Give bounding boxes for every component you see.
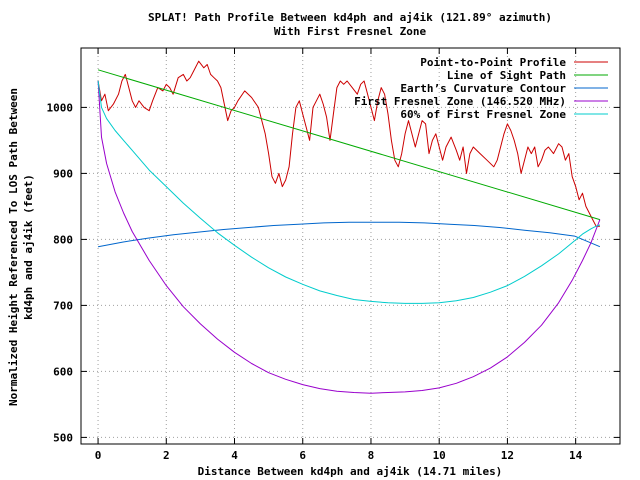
legend-label: Line of Sight Path xyxy=(447,69,566,82)
y-tick-label: 700 xyxy=(53,299,73,312)
legend-label: Earth’s Curvature Contour xyxy=(400,82,566,95)
y-axis-label-line2: kd4ph and aj4ik (feet) xyxy=(22,174,35,320)
x-tick-label: 14 xyxy=(569,449,583,462)
series-line-earth-s-curvature-contour xyxy=(98,221,601,248)
plot-border xyxy=(80,47,621,445)
y-tick-label: 500 xyxy=(53,431,73,444)
y-tick-label: 900 xyxy=(53,167,73,180)
series-line-first-fresnel-zone-146-520-mhz xyxy=(97,80,601,394)
legend-label: Point-to-Point Profile xyxy=(420,56,566,69)
x-tick-label: 2 xyxy=(163,449,170,462)
x-tick-label: 12 xyxy=(501,449,514,462)
y-tick-label: 800 xyxy=(53,233,73,246)
series-line-60-of-first-fresnel-zone xyxy=(97,80,601,304)
y-tick-label: 600 xyxy=(53,365,73,378)
chart-subtitle: With First Fresnel Zone xyxy=(274,25,427,38)
x-axis-label: Distance Between kd4ph and aj4ik (14.71 … xyxy=(198,465,503,478)
y-axis-label-line1: Normalized Height Referenced To LOS Path… xyxy=(7,88,20,406)
x-tick-label: 0 xyxy=(95,449,102,462)
series-line-point-to-point-profile xyxy=(97,60,600,227)
chart-title: SPLAT! Path Profile Between kd4ph and aj… xyxy=(148,11,552,24)
x-tick-label: 4 xyxy=(231,449,238,462)
y-tick-label: 1000 xyxy=(47,101,74,114)
x-tick-label: 8 xyxy=(368,449,375,462)
tick-group: 0 2 4 6 8 10 12 14 500 600 700 800 900 1000 xyxy=(47,48,620,462)
x-tick-label: 10 xyxy=(433,449,446,462)
legend-label: 60% of First Fresnel Zone xyxy=(400,108,566,121)
series-line-line-of-sight-path xyxy=(97,69,601,221)
series-group xyxy=(97,60,601,394)
legend-label: First Fresnel Zone (146.520 MHz) xyxy=(354,95,566,108)
x-tick-label: 6 xyxy=(299,449,306,462)
